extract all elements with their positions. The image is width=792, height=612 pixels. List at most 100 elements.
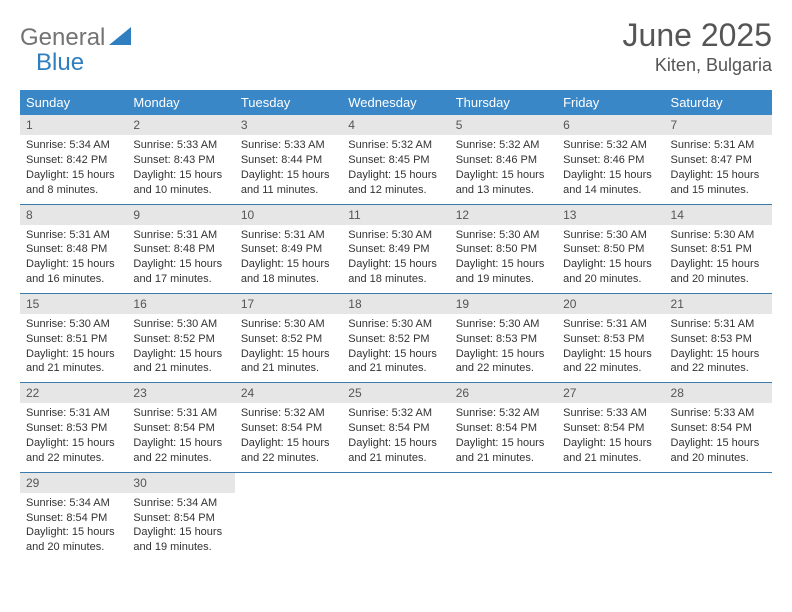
day-cell: 16Sunrise: 5:30 AMSunset: 8:52 PMDayligh… — [127, 294, 234, 382]
day-info: Sunrise: 5:33 AMSunset: 8:44 PMDaylight:… — [235, 135, 342, 197]
day-number: 14 — [665, 205, 772, 225]
day-info: Sunrise: 5:30 AMSunset: 8:52 PMDaylight:… — [235, 314, 342, 376]
week-row: 1Sunrise: 5:34 AMSunset: 8:42 PMDaylight… — [20, 115, 772, 204]
day-cell: 19Sunrise: 5:30 AMSunset: 8:53 PMDayligh… — [450, 294, 557, 382]
month-title: June 2025 — [623, 18, 772, 53]
day-number: 4 — [342, 115, 449, 135]
day-cell: 26Sunrise: 5:32 AMSunset: 8:54 PMDayligh… — [450, 383, 557, 471]
day-cell: . — [235, 473, 342, 561]
day-number: 21 — [665, 294, 772, 314]
day-number: 25 — [342, 383, 449, 403]
day-info: Sunrise: 5:30 AMSunset: 8:53 PMDaylight:… — [450, 314, 557, 376]
day-number: 20 — [557, 294, 664, 314]
day-number: 7 — [665, 115, 772, 135]
day-cell: 27Sunrise: 5:33 AMSunset: 8:54 PMDayligh… — [557, 383, 664, 471]
day-cell: 3Sunrise: 5:33 AMSunset: 8:44 PMDaylight… — [235, 115, 342, 203]
day-cell: 24Sunrise: 5:32 AMSunset: 8:54 PMDayligh… — [235, 383, 342, 471]
day-number: 2 — [127, 115, 234, 135]
day-number: 10 — [235, 205, 342, 225]
day-cell: 13Sunrise: 5:30 AMSunset: 8:50 PMDayligh… — [557, 205, 664, 293]
day-number: 11 — [342, 205, 449, 225]
day-number: 28 — [665, 383, 772, 403]
day-info: Sunrise: 5:32 AMSunset: 8:46 PMDaylight:… — [557, 135, 664, 197]
day-number: 5 — [450, 115, 557, 135]
day-header: Monday — [127, 90, 234, 115]
logo: General — [20, 24, 131, 52]
day-cell: 23Sunrise: 5:31 AMSunset: 8:54 PMDayligh… — [127, 383, 234, 471]
day-header: Wednesday — [342, 90, 449, 115]
day-number: 18 — [342, 294, 449, 314]
day-info: Sunrise: 5:30 AMSunset: 8:49 PMDaylight:… — [342, 225, 449, 287]
day-number: 9 — [127, 205, 234, 225]
day-cell: 4Sunrise: 5:32 AMSunset: 8:45 PMDaylight… — [342, 115, 449, 203]
day-info: Sunrise: 5:31 AMSunset: 8:53 PMDaylight:… — [665, 314, 772, 376]
location-title: Kiten, Bulgaria — [623, 55, 772, 76]
day-cell: 2Sunrise: 5:33 AMSunset: 8:43 PMDaylight… — [127, 115, 234, 203]
day-info: Sunrise: 5:33 AMSunset: 8:54 PMDaylight:… — [557, 403, 664, 465]
day-header: Tuesday — [235, 90, 342, 115]
day-header: Saturday — [665, 90, 772, 115]
day-cell: 15Sunrise: 5:30 AMSunset: 8:51 PMDayligh… — [20, 294, 127, 382]
day-number: 6 — [557, 115, 664, 135]
day-info: Sunrise: 5:31 AMSunset: 8:48 PMDaylight:… — [20, 225, 127, 287]
day-info: Sunrise: 5:31 AMSunset: 8:47 PMDaylight:… — [665, 135, 772, 197]
week-row: 8Sunrise: 5:31 AMSunset: 8:48 PMDaylight… — [20, 205, 772, 294]
day-cell: 5Sunrise: 5:32 AMSunset: 8:46 PMDaylight… — [450, 115, 557, 203]
calendar: Sunday Monday Tuesday Wednesday Thursday… — [20, 90, 772, 561]
day-info: Sunrise: 5:34 AMSunset: 8:54 PMDaylight:… — [127, 493, 234, 555]
header: General June 2025 Kiten, Bulgaria — [20, 18, 772, 76]
day-number: 26 — [450, 383, 557, 403]
day-cell: 29Sunrise: 5:34 AMSunset: 8:54 PMDayligh… — [20, 473, 127, 561]
day-cell: 20Sunrise: 5:31 AMSunset: 8:53 PMDayligh… — [557, 294, 664, 382]
day-cell: 8Sunrise: 5:31 AMSunset: 8:48 PMDaylight… — [20, 205, 127, 293]
day-info: Sunrise: 5:33 AMSunset: 8:54 PMDaylight:… — [665, 403, 772, 465]
day-cell: . — [665, 473, 772, 561]
day-info: Sunrise: 5:30 AMSunset: 8:52 PMDaylight:… — [127, 314, 234, 376]
day-number: 16 — [127, 294, 234, 314]
day-cell: . — [342, 473, 449, 561]
day-info: Sunrise: 5:30 AMSunset: 8:51 PMDaylight:… — [20, 314, 127, 376]
day-info: Sunrise: 5:31 AMSunset: 8:54 PMDaylight:… — [127, 403, 234, 465]
day-info: Sunrise: 5:32 AMSunset: 8:54 PMDaylight:… — [342, 403, 449, 465]
day-cell: 9Sunrise: 5:31 AMSunset: 8:48 PMDaylight… — [127, 205, 234, 293]
day-header-row: Sunday Monday Tuesday Wednesday Thursday… — [20, 90, 772, 115]
logo-text-gray: General — [20, 24, 105, 52]
day-cell: 12Sunrise: 5:30 AMSunset: 8:50 PMDayligh… — [450, 205, 557, 293]
day-cell: 7Sunrise: 5:31 AMSunset: 8:47 PMDaylight… — [665, 115, 772, 203]
day-number: 8 — [20, 205, 127, 225]
day-number: 3 — [235, 115, 342, 135]
week-row: 22Sunrise: 5:31 AMSunset: 8:53 PMDayligh… — [20, 383, 772, 472]
title-block: June 2025 Kiten, Bulgaria — [623, 18, 772, 76]
day-info: Sunrise: 5:33 AMSunset: 8:43 PMDaylight:… — [127, 135, 234, 197]
day-number: 15 — [20, 294, 127, 314]
day-info: Sunrise: 5:31 AMSunset: 8:48 PMDaylight:… — [127, 225, 234, 287]
day-info: Sunrise: 5:30 AMSunset: 8:50 PMDaylight:… — [557, 225, 664, 287]
day-cell: 17Sunrise: 5:30 AMSunset: 8:52 PMDayligh… — [235, 294, 342, 382]
day-cell: . — [450, 473, 557, 561]
day-number: 12 — [450, 205, 557, 225]
day-info: Sunrise: 5:32 AMSunset: 8:45 PMDaylight:… — [342, 135, 449, 197]
day-info: Sunrise: 5:31 AMSunset: 8:49 PMDaylight:… — [235, 225, 342, 287]
day-info: Sunrise: 5:31 AMSunset: 8:53 PMDaylight:… — [20, 403, 127, 465]
day-number: 24 — [235, 383, 342, 403]
day-info: Sunrise: 5:34 AMSunset: 8:54 PMDaylight:… — [20, 493, 127, 555]
day-info: Sunrise: 5:34 AMSunset: 8:42 PMDaylight:… — [20, 135, 127, 197]
day-number: 19 — [450, 294, 557, 314]
day-cell: 21Sunrise: 5:31 AMSunset: 8:53 PMDayligh… — [665, 294, 772, 382]
week-row: 15Sunrise: 5:30 AMSunset: 8:51 PMDayligh… — [20, 294, 772, 383]
day-cell: 11Sunrise: 5:30 AMSunset: 8:49 PMDayligh… — [342, 205, 449, 293]
day-number: 17 — [235, 294, 342, 314]
day-info: Sunrise: 5:30 AMSunset: 8:52 PMDaylight:… — [342, 314, 449, 376]
day-info: Sunrise: 5:32 AMSunset: 8:54 PMDaylight:… — [235, 403, 342, 465]
day-info: Sunrise: 5:32 AMSunset: 8:54 PMDaylight:… — [450, 403, 557, 465]
day-cell: 28Sunrise: 5:33 AMSunset: 8:54 PMDayligh… — [665, 383, 772, 471]
day-cell: 10Sunrise: 5:31 AMSunset: 8:49 PMDayligh… — [235, 205, 342, 293]
day-info: Sunrise: 5:30 AMSunset: 8:51 PMDaylight:… — [665, 225, 772, 287]
day-header: Sunday — [20, 90, 127, 115]
day-header: Thursday — [450, 90, 557, 115]
day-number: 22 — [20, 383, 127, 403]
day-cell: 18Sunrise: 5:30 AMSunset: 8:52 PMDayligh… — [342, 294, 449, 382]
day-number: 30 — [127, 473, 234, 493]
day-cell: 1Sunrise: 5:34 AMSunset: 8:42 PMDaylight… — [20, 115, 127, 203]
logo-triangle-icon — [109, 24, 131, 52]
